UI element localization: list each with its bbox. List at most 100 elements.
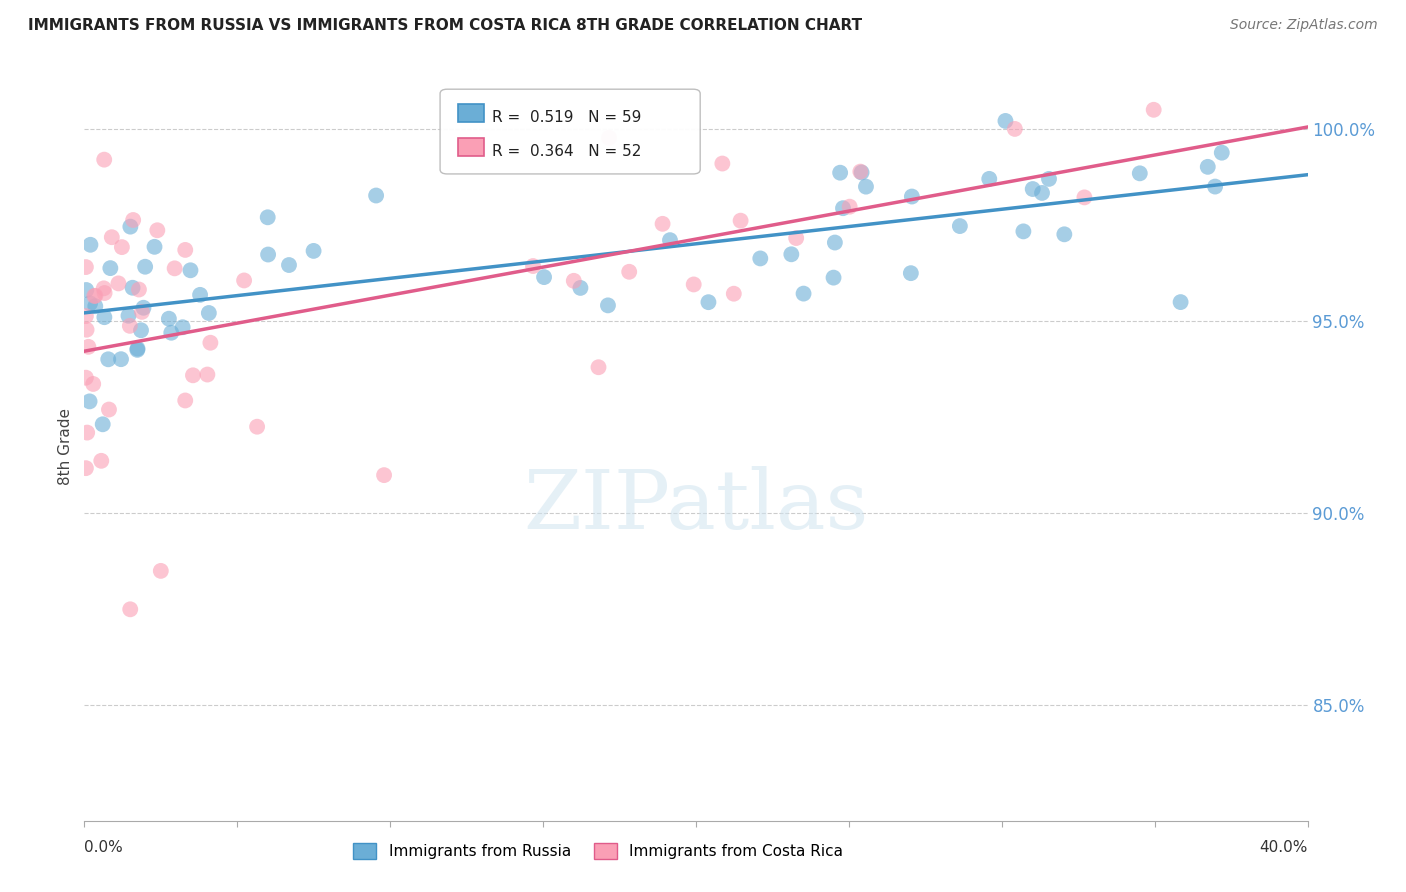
Point [93,285,115,300]
Point [855,179,877,194]
Point [79,296,101,310]
Point [522,259,544,273]
Point [174,243,197,257]
Point [1038,172,1060,186]
Point [1129,166,1152,180]
Y-axis label: 8th Grade: 8th Grade [58,408,73,484]
Point [832,201,855,215]
Point [257,247,280,261]
Point [157,311,180,326]
Point [278,258,301,272]
Point [824,235,846,250]
Point [84,299,107,313]
Point [93,310,115,325]
Point [730,213,752,227]
Point [900,266,922,280]
Point [1170,295,1192,310]
Text: 0.0%: 0.0% [84,840,124,855]
Text: ZIPatlas: ZIPatlas [523,466,869,546]
Point [149,564,172,578]
Point [198,306,221,320]
Point [143,240,166,254]
Point [188,288,211,302]
Point [93,281,115,295]
Point [107,277,129,291]
Point [373,468,395,483]
Text: R =  0.519   N = 59: R = 0.519 N = 59 [492,110,641,125]
Point [200,335,222,350]
Point [160,326,183,340]
Point [84,289,107,303]
Point [793,286,815,301]
Point [246,419,269,434]
Point [1004,122,1026,136]
Point [98,402,121,417]
Point [659,233,682,247]
Point [82,376,104,391]
Text: 40.0%: 40.0% [1260,840,1308,855]
Point [110,352,132,367]
Point [830,166,852,180]
Point [172,320,194,334]
Point [723,286,745,301]
Point [711,156,734,170]
Point [979,172,1001,186]
Point [83,289,105,303]
Point [128,283,150,297]
Point [91,417,114,432]
Point [195,368,218,382]
Point [823,270,845,285]
Point [1073,190,1095,204]
Point [366,188,388,202]
Point [588,360,610,375]
Point [1053,227,1076,242]
Text: Source: ZipAtlas.com: Source: ZipAtlas.com [1230,18,1378,32]
Point [533,270,555,285]
Point [76,425,98,440]
Point [75,309,97,323]
Point [749,252,772,266]
Point [127,342,149,356]
Point [651,217,673,231]
Point [118,318,141,333]
Point [697,295,720,310]
Point [129,323,152,337]
Point [181,368,204,383]
Point [849,164,872,178]
Point [93,153,115,167]
Point [1197,160,1219,174]
Point [569,281,592,295]
Point [163,261,186,276]
Point [111,240,134,254]
Point [117,309,139,323]
Point [596,298,619,312]
Text: R =  0.364   N = 52: R = 0.364 N = 52 [492,144,641,159]
Point [851,165,873,179]
Point [76,323,98,337]
Point [75,461,97,475]
Point [90,454,112,468]
Point [598,130,620,145]
Point [562,274,585,288]
Point [994,114,1017,128]
Point [901,189,924,203]
Point [121,281,143,295]
Point [1031,186,1053,200]
Point [785,231,807,245]
Point [79,394,101,409]
Point [120,602,142,616]
Point [101,230,124,244]
Point [1012,224,1035,238]
Point [146,223,169,237]
Point [838,200,860,214]
Point [174,393,197,408]
Point [302,244,325,258]
Point [233,273,256,287]
Point [949,219,972,233]
Point [179,263,201,277]
Text: IMMIGRANTS FROM RUSSIA VS IMMIGRANTS FROM COSTA RICA 8TH GRADE CORRELATION CHART: IMMIGRANTS FROM RUSSIA VS IMMIGRANTS FRO… [28,18,862,33]
Point [77,340,100,354]
Point [256,211,278,225]
Point [75,370,97,384]
Point [1143,103,1166,117]
